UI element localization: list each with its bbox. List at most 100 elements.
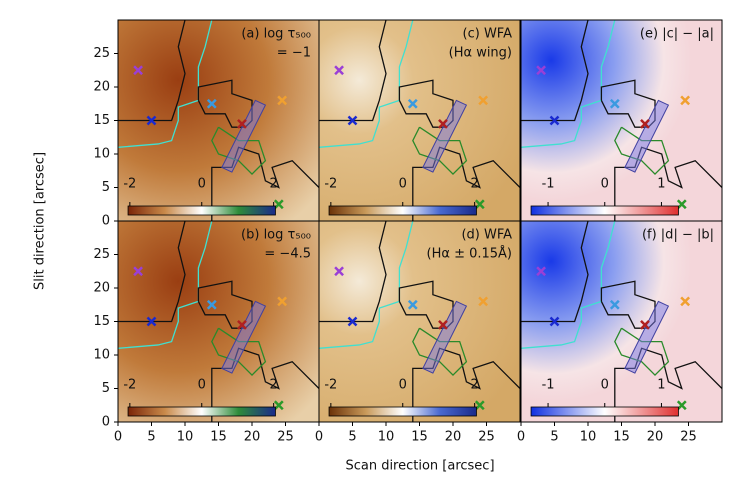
marker	[680, 296, 691, 307]
y-tick-label: 20	[93, 281, 110, 296]
colorbar-tick-label: -2	[123, 378, 136, 393]
contour	[118, 220, 186, 323]
marker	[277, 95, 288, 106]
marker	[146, 115, 157, 126]
colorbar-tick-label: -1	[542, 177, 555, 192]
marker	[536, 65, 546, 76]
x-tick-label: 10	[177, 430, 194, 445]
panel-title: (e) |c| − |a|	[640, 27, 714, 42]
contour	[319, 19, 387, 122]
x-axis-label: Scan direction [arcsec]	[345, 459, 494, 474]
marker	[277, 296, 288, 307]
marker	[478, 296, 489, 307]
y-tick-label: 15	[93, 314, 110, 329]
marker	[347, 115, 358, 126]
x-tick-label: 5	[348, 430, 356, 445]
y-tick-label: 10	[93, 348, 110, 363]
contour	[118, 19, 186, 122]
y-tick-label: 25	[93, 247, 110, 262]
panel-title: (d) WFA	[461, 228, 512, 243]
colorbar-tick-label: -2	[123, 177, 136, 192]
colorbar	[530, 205, 679, 216]
colorbar-tick-label: 0	[399, 177, 407, 192]
marker	[438, 319, 448, 330]
panel-title: (b) log τ₅₀₀	[241, 228, 311, 243]
marker	[273, 400, 284, 411]
contour	[117, 19, 213, 148]
marker	[474, 199, 485, 210]
colorbar-tick-label: -2	[324, 177, 337, 192]
colorbar-tick-label: -1	[542, 378, 555, 393]
marker	[676, 199, 687, 210]
x-tick-label: 15	[411, 430, 428, 445]
marker	[407, 299, 418, 310]
marker	[640, 118, 650, 129]
x-tick-label: 15	[613, 430, 630, 445]
colorbar-tick-label: 2	[270, 378, 278, 393]
contour	[521, 19, 589, 122]
marker	[133, 266, 143, 277]
y-tick-label: 0	[102, 415, 110, 430]
panel: (f) |d| − |b|-1 0 10 5 10 15 20 25	[517, 220, 723, 445]
contour	[521, 220, 589, 323]
x-tick-label: 0	[517, 430, 525, 445]
y-tick-label: 5	[102, 381, 110, 396]
marker	[549, 316, 560, 327]
y-tick-label: 0	[102, 214, 110, 229]
x-tick-label: 15	[210, 430, 227, 445]
panel-title: = −1	[277, 46, 311, 61]
y-tick-label: 5	[102, 180, 110, 195]
colorbar	[328, 406, 477, 417]
marker	[146, 316, 157, 327]
marker	[273, 199, 284, 210]
x-tick-label: 20	[647, 430, 664, 445]
colorbar-tick-label: 2	[471, 177, 479, 192]
colorbar-tick-label: 1	[657, 177, 665, 192]
panel-title: = −4.5	[264, 247, 311, 262]
colorbar	[328, 205, 477, 216]
colorbar-tick-label: 0	[399, 378, 407, 393]
x-tick-label: 25	[277, 430, 294, 445]
contour	[117, 220, 213, 349]
marker	[609, 299, 620, 310]
panel: (d) WFA(Hα ± 0.15Å)-2 0 20 5 10 15 20 25	[315, 220, 521, 445]
contour	[319, 220, 387, 323]
marker	[640, 319, 650, 330]
x-tick-label: 25	[680, 430, 697, 445]
y-tick-label: 25	[93, 46, 110, 61]
x-tick-label: 25	[478, 430, 495, 445]
marker	[474, 400, 485, 411]
marker	[536, 266, 546, 277]
panel-title: (c) WFA	[463, 27, 513, 42]
colorbar-tick-label: 2	[270, 177, 278, 192]
marker	[478, 95, 489, 106]
marker	[133, 65, 143, 76]
colorbar	[127, 406, 276, 417]
x-tick-label: 10	[378, 430, 395, 445]
colorbar	[127, 205, 276, 216]
panel-title: (Hα wing)	[449, 46, 512, 61]
marker	[237, 319, 247, 330]
panel: (c) WFA (Hα wing) -2 0 2	[318, 19, 521, 222]
colorbar-tick-label: 0	[198, 177, 206, 192]
panel-title: (f) |d| − |b|	[642, 228, 714, 243]
x-tick-label: 10	[580, 430, 597, 445]
x-tick-label: 5	[550, 430, 558, 445]
y-tick-label: 10	[93, 147, 110, 162]
x-tick-label: 20	[244, 430, 261, 445]
colorbar-tick-label: 0	[601, 378, 609, 393]
x-tick-label: 5	[147, 430, 155, 445]
marker	[237, 118, 247, 129]
colorbar-tick-label: 0	[198, 378, 206, 393]
contour	[520, 19, 616, 148]
marker	[549, 115, 560, 126]
panel-title: (a) log τ₅₀₀	[241, 27, 311, 42]
marker	[347, 316, 358, 327]
colorbar-tick-label: -2	[324, 378, 337, 393]
marker	[609, 98, 620, 109]
y-axis-label: Slit direction [arcsec]	[33, 152, 48, 290]
contour	[318, 19, 414, 148]
